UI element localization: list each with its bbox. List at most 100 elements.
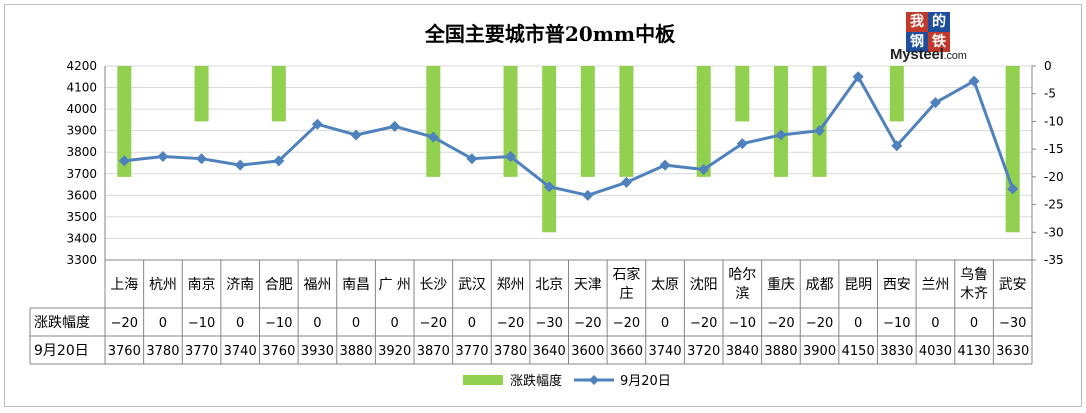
legend-swatch-bar [463,375,503,385]
right-axis-tick-label: 0 [1044,59,1052,73]
table-cell: 0 [970,316,978,331]
right-axis-tick-label: -15 [1044,142,1064,156]
left-axis-tick-label: 3600 [66,188,97,202]
logo-wordmark: Mysteel.com [890,46,967,63]
bar-change [812,66,827,177]
left-axis-tick-label: 3300 [66,253,97,267]
table-cell: −10 [265,316,292,331]
line-point-marker [543,181,555,193]
category-label: 合肥 [265,277,293,293]
line-point-marker [620,176,632,188]
category-label: 长沙 [419,277,447,293]
category-label: 广 州 [378,277,410,293]
table-cell: 3930 [301,344,334,359]
legend-label-line: 9月20日 [620,374,671,389]
table-cell: 3600 [571,344,604,359]
line-point-marker [466,153,478,165]
table-cell: 0 [931,316,939,331]
table-cell: 3640 [533,344,566,359]
table-cell: −20 [497,316,524,331]
category-label: 太原 [651,277,679,293]
right-axis-tick-label: -10 [1044,114,1064,128]
category-label: 南昌 [342,277,370,293]
left-axis-tick-label: 3800 [66,145,97,159]
legend-label-bar: 涨跌幅度 [510,373,562,389]
left-axis-tick-label: 4000 [66,102,97,116]
category-label: 昆明 [844,277,872,293]
left-axis-tick-label: 3500 [66,210,97,224]
bar-change [889,66,904,122]
line-point-marker [350,129,362,141]
table-cell: 0 [352,316,360,331]
line-point-marker [157,151,169,163]
line-point-marker [234,159,246,171]
bar-change [1005,66,1020,233]
bar-change [542,66,557,233]
table-cell: 3760 [108,344,141,359]
table-cell: −20 [574,316,601,331]
line-point-marker [814,125,826,137]
chart-title: 全国主要城市普20mm中板 [424,22,676,46]
table-cell: 3920 [378,344,411,359]
bar-change [271,66,286,122]
table-cell: −20 [690,316,717,331]
table-cell: 3780 [146,344,179,359]
table-cell: 3630 [996,344,1029,359]
line-point-marker [968,75,980,87]
category-label: 哈尔滨 [728,267,756,302]
category-label: 上海 [110,277,138,293]
table-cell: −20 [767,316,794,331]
line-point-marker [698,163,710,175]
table-cell: 0 [391,316,399,331]
line-point-marker [505,151,517,163]
bar-change [735,66,750,122]
table-cell: 0 [854,316,862,331]
category-label: 武汉 [458,277,486,293]
category-label: 武安 [999,277,1027,293]
logo-char-4: 铁 [928,32,950,52]
table-cell: −20 [806,316,833,331]
category-label: 南京 [188,277,216,293]
table-cell: 4030 [919,344,952,359]
right-axis-tick-label: -35 [1044,253,1064,267]
table-cell: 0 [236,316,244,331]
line-point-marker [427,131,439,143]
table-cell: 3720 [687,344,720,359]
logo-char-3: 钢 [906,32,928,52]
table-cell: −30 [999,316,1026,331]
category-label: 乌鲁木齐 [960,267,988,302]
line-point-marker [389,120,401,132]
table-cell: −20 [420,316,447,331]
category-label: 兰州 [921,277,949,293]
right-axis-tick-label: -25 [1044,198,1064,212]
category-label: 济南 [226,277,254,293]
category-label: 郑州 [497,277,525,293]
table-cell: 0 [159,316,167,331]
logo-char-2: 的 [928,12,950,32]
line-point-marker [775,129,787,141]
category-label: 成都 [806,277,834,293]
table-cell: 4150 [842,344,875,359]
category-label: 重庆 [767,277,795,293]
table-cell: 4130 [958,344,991,359]
logo-domain: .com [943,50,967,62]
table-cell: 3740 [649,344,682,359]
table-cell: 0 [468,316,476,331]
category-label: 沈阳 [690,277,718,293]
line-point-marker [736,138,748,150]
line-point-marker [582,189,594,201]
table-cell: 3660 [610,344,643,359]
line-point-marker [659,159,671,171]
line-point-marker [118,155,130,167]
line-point-marker [311,118,323,130]
table-cell: 0 [313,316,321,331]
table-cell: −30 [535,316,562,331]
table-cell: 3870 [417,344,450,359]
category-label: 福州 [303,277,331,293]
line-point-marker [273,155,285,167]
bar-change [503,66,518,177]
bar-change [696,66,711,177]
left-axis-tick-label: 4200 [66,59,97,73]
